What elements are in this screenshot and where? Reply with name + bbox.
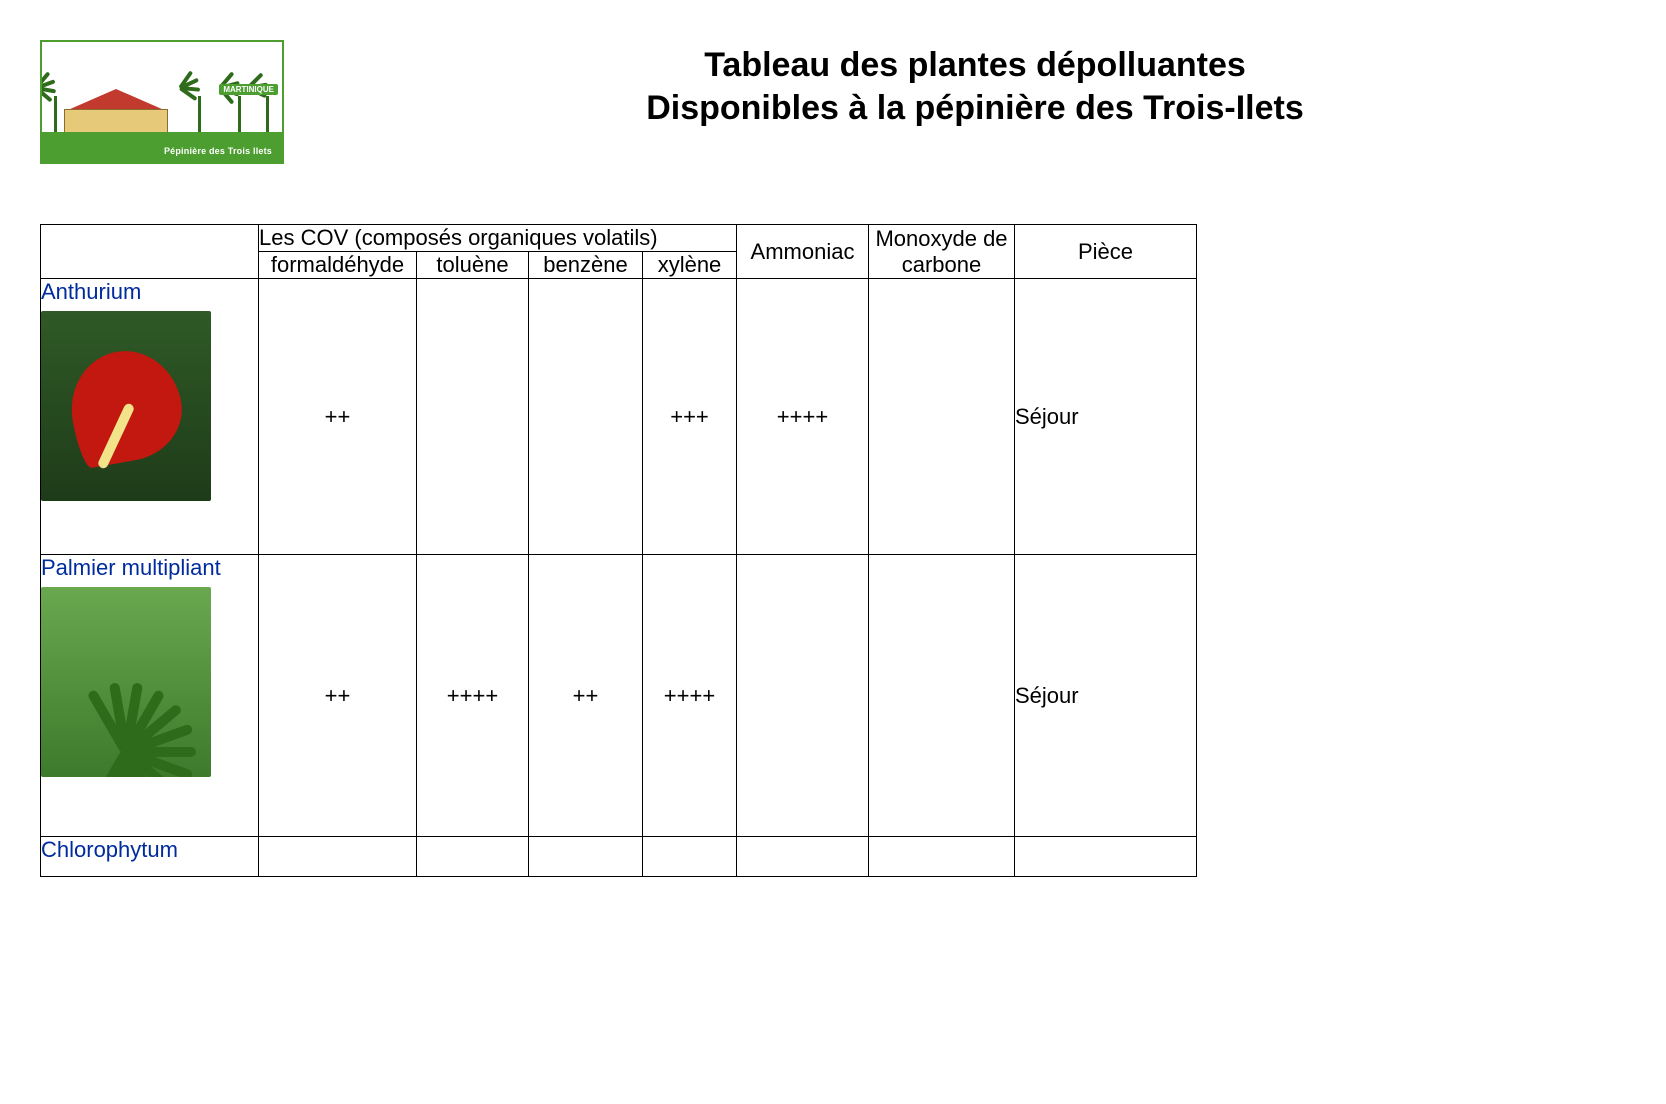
header-cov-group: Les COV (composés organiques volatils) bbox=[259, 225, 737, 252]
rating-toluene bbox=[417, 279, 529, 555]
plant-name: Chlorophytum bbox=[41, 837, 258, 863]
title-line-2: Disponibles à la pépinière des Trois-Ile… bbox=[324, 87, 1626, 130]
header-benzene: benzène bbox=[529, 252, 643, 279]
header-monoxyde: Monoxyde de carbone bbox=[869, 225, 1015, 279]
room-cell bbox=[1015, 837, 1197, 877]
header-xylene: xylène bbox=[643, 252, 737, 279]
rating-benzene: ++ bbox=[529, 555, 643, 837]
rating-toluene: ++++ bbox=[417, 555, 529, 837]
rating-ammoniac: ++++ bbox=[737, 279, 869, 555]
rating-xylene: +++ bbox=[643, 279, 737, 555]
table-row: Chlorophytum bbox=[41, 837, 1197, 877]
plant-image bbox=[41, 587, 211, 777]
table-row: Palmier multipliant++++++++++++Séjour bbox=[41, 555, 1197, 837]
rating-benzene bbox=[529, 837, 643, 877]
rating-toluene bbox=[417, 837, 529, 877]
rating-formaldehyde bbox=[259, 837, 417, 877]
plant-cell: Anthurium bbox=[41, 279, 259, 555]
plant-cell: Chlorophytum bbox=[41, 837, 259, 877]
header-toluene: toluène bbox=[417, 252, 529, 279]
rating-xylene bbox=[643, 837, 737, 877]
plant-name: Anthurium bbox=[41, 279, 258, 305]
rating-ammoniac bbox=[737, 837, 869, 877]
page: MARTINIQUE Pépinière des Trois Ilets Tab… bbox=[0, 0, 1666, 877]
rating-monoxyde bbox=[869, 279, 1015, 555]
header-empty bbox=[41, 225, 259, 279]
table-header: Les COV (composés organiques volatils) A… bbox=[41, 225, 1197, 279]
header: MARTINIQUE Pépinière des Trois Ilets Tab… bbox=[40, 40, 1626, 164]
rating-monoxyde bbox=[869, 555, 1015, 837]
header-piece: Pièce bbox=[1015, 225, 1197, 279]
logo: MARTINIQUE Pépinière des Trois Ilets bbox=[40, 40, 284, 164]
title-block: Tableau des plantes dépolluantes Disponi… bbox=[324, 40, 1626, 129]
rating-monoxyde bbox=[869, 837, 1015, 877]
room-cell: Séjour bbox=[1015, 555, 1197, 837]
header-formaldehyde: formaldéhyde bbox=[259, 252, 417, 279]
rating-ammoniac bbox=[737, 555, 869, 837]
rating-benzene bbox=[529, 279, 643, 555]
logo-banner: Pépinière des Trois Ilets bbox=[158, 144, 278, 158]
header-ammoniac: Ammoniac bbox=[737, 225, 869, 279]
rating-formaldehyde: ++ bbox=[259, 555, 417, 837]
rating-xylene: ++++ bbox=[643, 555, 737, 837]
plant-cell: Palmier multipliant bbox=[41, 555, 259, 837]
table-body: Anthurium+++++++++SéjourPalmier multipli… bbox=[41, 279, 1197, 877]
logo-tag: MARTINIQUE bbox=[219, 84, 278, 95]
plant-name: Palmier multipliant bbox=[41, 555, 258, 581]
rating-formaldehyde: ++ bbox=[259, 279, 417, 555]
plants-table: Les COV (composés organiques volatils) A… bbox=[40, 224, 1197, 877]
table-row: Anthurium+++++++++Séjour bbox=[41, 279, 1197, 555]
title-line-1: Tableau des plantes dépolluantes bbox=[324, 44, 1626, 87]
plant-image bbox=[41, 311, 211, 501]
room-cell: Séjour bbox=[1015, 279, 1197, 555]
